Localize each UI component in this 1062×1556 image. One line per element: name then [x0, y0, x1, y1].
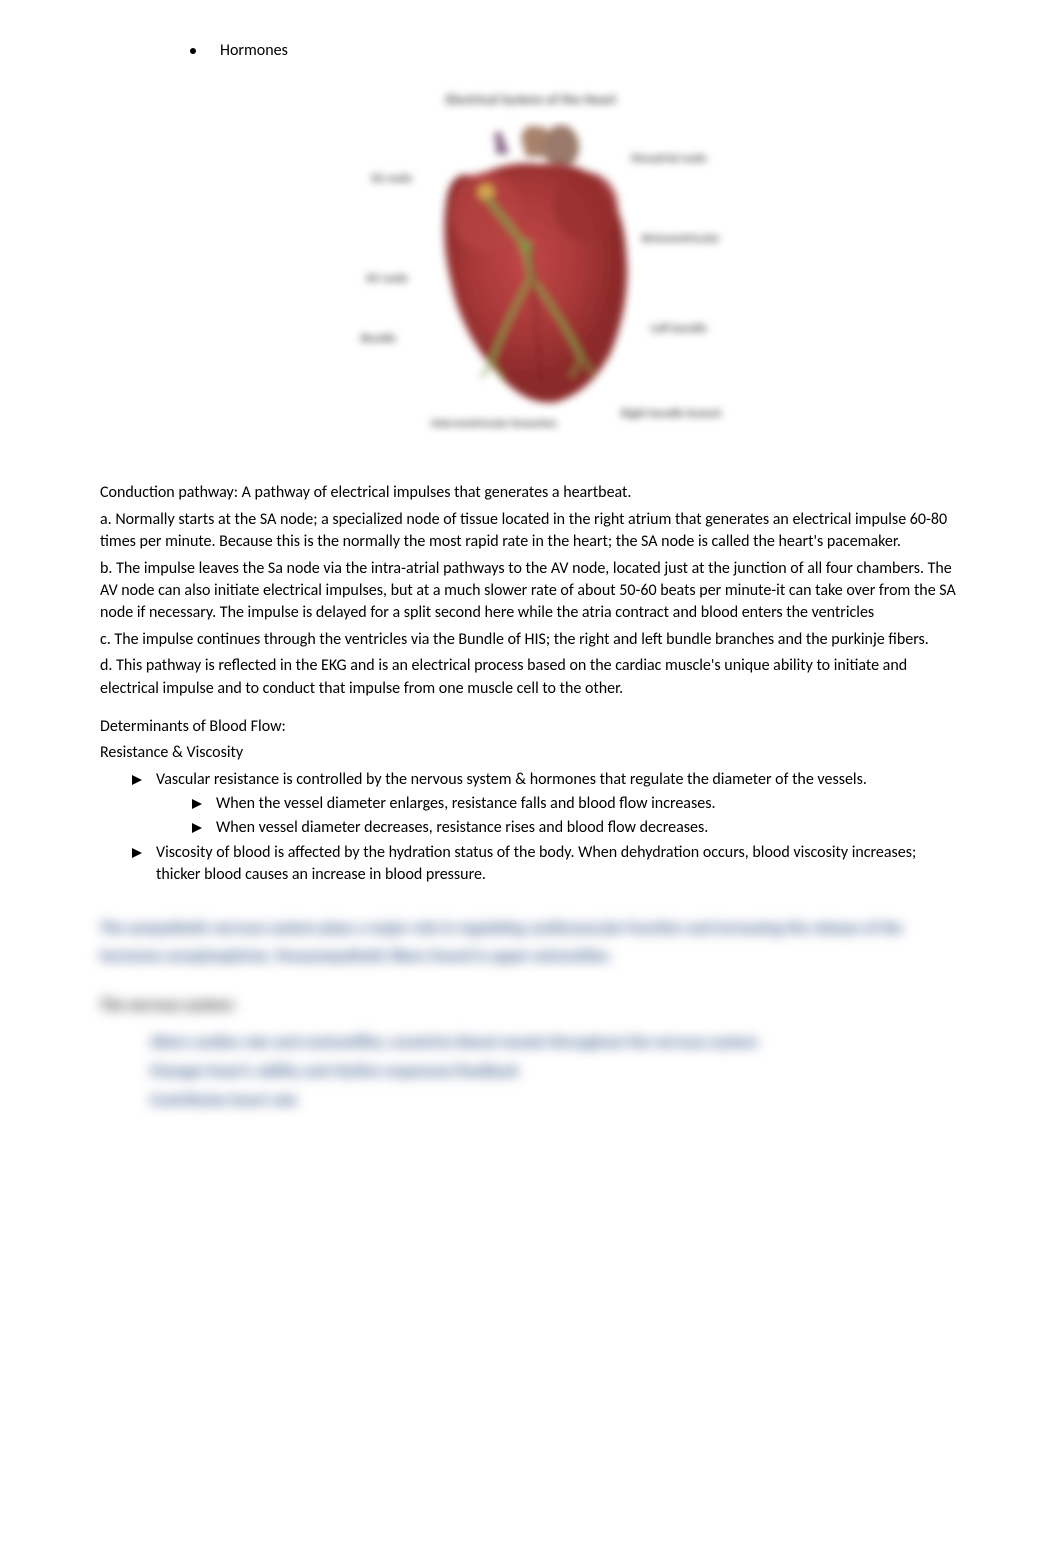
arrow-right-icon [190, 821, 204, 835]
conduction-intro: Conduction pathway: A pathway of electri… [100, 482, 962, 504]
blurred-heading: The nervous system: [100, 992, 962, 1021]
label-bundle: Bundle [361, 332, 396, 346]
vascular-text: Vascular resistance is controlled by the… [156, 769, 867, 791]
conduction-c: c. The impulse continues through the ven… [100, 629, 962, 651]
blurred-preview-section: The sympathetic nervous system plays a m… [100, 915, 962, 1116]
heart-title: Electrical System of the Heart [446, 91, 617, 108]
blurred-list: Alters cardiac rate and contractility; c… [150, 1029, 962, 1115]
label-sa: SA node [371, 172, 412, 186]
label-right-mid: Atrioventricular [641, 232, 720, 246]
arrow-right-icon [130, 773, 144, 787]
blurred-item-3: Contributes heart rate [150, 1087, 962, 1116]
bullet-item: Hormones [190, 40, 962, 62]
hormones-bullet-section: Hormones [190, 40, 962, 62]
resistance-title: Resistance & Viscosity [100, 742, 962, 764]
label-purkinje-l: Interventricular branches [431, 417, 557, 431]
label-right-low: Left bundle [651, 322, 707, 336]
enlarge-text: When the vessel diameter enlarges, resis… [216, 793, 715, 815]
pulmonary-vessel [494, 132, 509, 154]
arrow-right-icon [130, 846, 144, 860]
arrow-right-icon [190, 797, 204, 811]
heart-diagram-svg: Electrical System of the Heart [331, 82, 731, 452]
hormones-text: Hormones [220, 40, 288, 62]
heart-diagram-container: Electrical System of the Heart [100, 82, 962, 452]
vessel-right [543, 125, 579, 169]
arrow-list-level-1: Vascular resistance is controlled by the… [130, 769, 962, 791]
label-purkinje-r: Right bundle branch [621, 407, 721, 421]
blurred-paragraph: The sympathetic nervous system plays a m… [100, 915, 962, 973]
label-right-top: Sinoatrial node [631, 152, 707, 166]
bullet-dot-icon [190, 48, 196, 54]
conduction-d: d. This pathway is reflected in the EKG … [100, 655, 962, 700]
blurred-item-2: Changes heart's ability and rhythm respo… [150, 1058, 962, 1087]
viscosity-text: Viscosity of blood is affected by the hy… [156, 842, 962, 887]
decrease-text: When vessel diameter decreases, resistan… [216, 817, 708, 839]
arrow-item-viscosity: Viscosity of blood is affected by the hy… [130, 842, 962, 887]
label-av: AV node [366, 272, 408, 286]
left-atrium [554, 172, 618, 242]
arrow-item-vascular: Vascular resistance is controlled by the… [130, 769, 962, 791]
arrow-item-enlarge: When the vessel diameter enlarges, resis… [190, 793, 962, 815]
arrow-item-decrease: When vessel diameter decreases, resistan… [190, 817, 962, 839]
blurred-item-1: Alters cardiac rate and contractility; c… [150, 1029, 962, 1058]
conduction-a: a. Normally starts at the SA node; a spe… [100, 509, 962, 554]
arrow-list-level-2: When the vessel diameter enlarges, resis… [190, 793, 962, 840]
arrow-list-level-1b: Viscosity of blood is affected by the hy… [130, 842, 962, 887]
conduction-b: b. The impulse leaves the Sa node via th… [100, 558, 962, 625]
determinants-title: Determinants of Blood Flow: [100, 716, 962, 738]
